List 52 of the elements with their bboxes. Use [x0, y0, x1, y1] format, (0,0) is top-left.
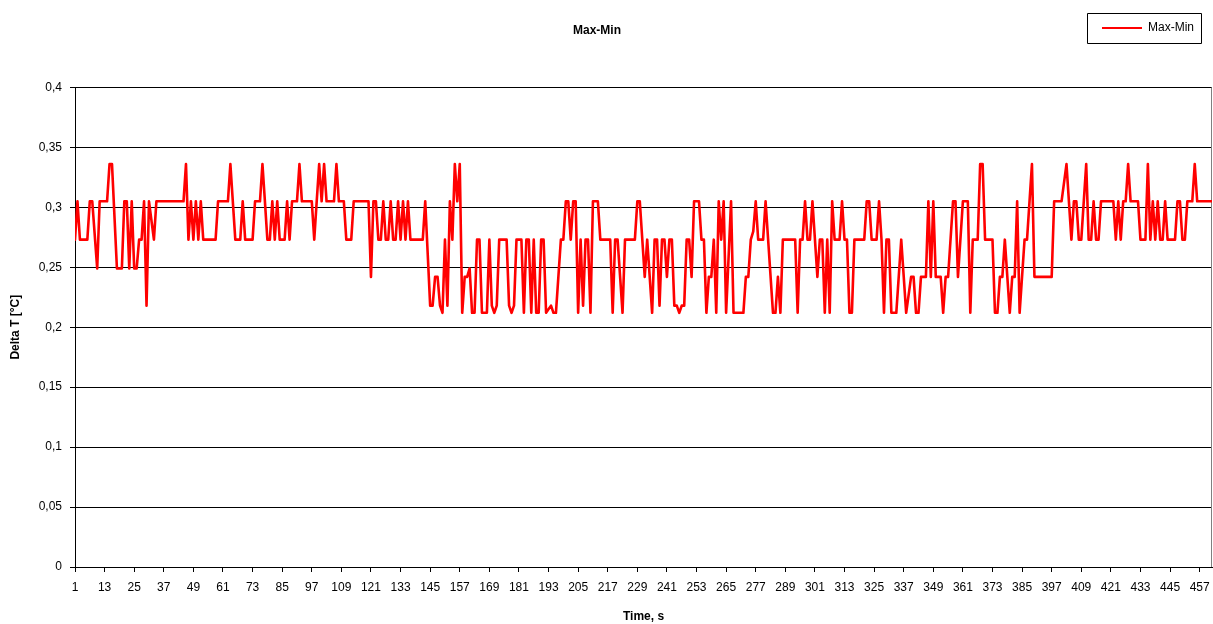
y-tick-label: 0,3	[45, 199, 63, 214]
x-tick-label: 181	[508, 579, 530, 594]
y-axis-title: Delta T [°C]	[7, 294, 22, 360]
x-tick-label: 121	[360, 579, 382, 594]
x-tick-label: 385	[1012, 579, 1033, 594]
x-tick-label: 25	[127, 579, 142, 594]
y-tick-label: 0,15	[38, 379, 63, 394]
x-tick-label: 61	[216, 579, 230, 594]
x-tick-label: 37	[157, 579, 171, 594]
x-tick-label: 445	[1160, 579, 1181, 594]
x-tick-label: 457	[1189, 579, 1210, 594]
y-tick-label: 0,05	[38, 499, 63, 514]
x-tick-label: 109	[331, 579, 352, 594]
x-tick-label: 241	[656, 579, 678, 594]
x-tick-label: 409	[1071, 579, 1092, 594]
x-tick-label: 97	[305, 579, 319, 594]
x-tick-label: 85	[275, 579, 290, 594]
x-tick-label: 361	[952, 579, 974, 594]
y-tick-label: 0,4	[45, 79, 63, 94]
x-tick-label: 289	[775, 579, 796, 594]
x-tick-label: 337	[893, 579, 915, 594]
x-tick-label: 157	[449, 579, 471, 594]
x-tick-label: 349	[923, 579, 944, 594]
x-tick-label: 13	[97, 579, 112, 594]
y-tick-label: 0	[55, 559, 63, 574]
x-tick-label: 373	[982, 579, 1003, 594]
x-tick-label: 397	[1041, 579, 1063, 594]
x-tick-label: 1	[71, 579, 79, 594]
x-tick-label: 145	[420, 579, 441, 594]
x-axis-title: Time, s	[622, 609, 665, 624]
x-tick-label: 133	[390, 579, 411, 594]
x-tick-label: 301	[804, 579, 826, 594]
y-tick-label: 0,1	[45, 439, 63, 454]
x-tick-label: 277	[745, 579, 767, 594]
x-tick-label: 73	[245, 579, 260, 594]
y-tick-label: 0,35	[38, 139, 63, 154]
y-tick-label: 0,25	[38, 259, 63, 274]
legend-label: Max-Min	[1148, 20, 1195, 35]
x-tick-label: 433	[1130, 579, 1151, 594]
x-tick-label: 217	[597, 579, 619, 594]
x-tick-label: 313	[834, 579, 855, 594]
chart-title: Max-Min	[573, 22, 621, 37]
x-tick-label: 421	[1100, 579, 1122, 594]
x-tick-label: 229	[627, 579, 648, 594]
x-tick-label: 265	[716, 579, 737, 594]
x-tick-label: 193	[538, 579, 559, 594]
y-tick-label: 0,2	[45, 319, 63, 334]
x-tick-label: 205	[568, 579, 589, 594]
x-tick-label: 253	[686, 579, 707, 594]
x-tick-label: 325	[864, 579, 885, 594]
x-tick-label: 49	[186, 579, 201, 594]
x-tick-label: 169	[479, 579, 500, 594]
